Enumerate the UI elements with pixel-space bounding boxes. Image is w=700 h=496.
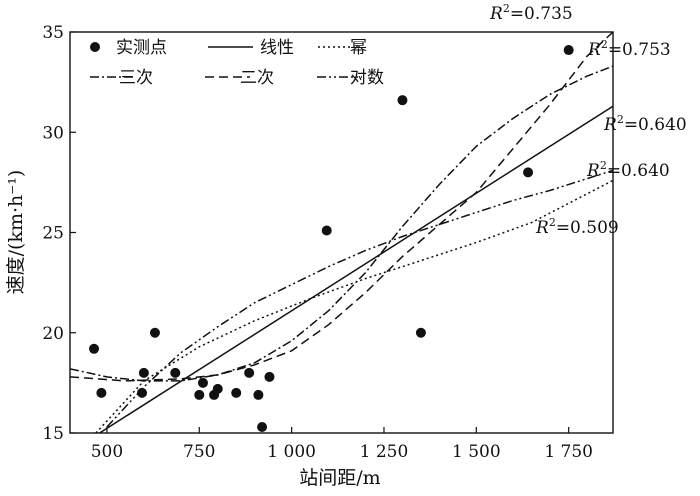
- data-point: [415, 327, 426, 338]
- x-axis-label: 站间距/m: [299, 467, 380, 489]
- y-tick-label: 20: [42, 324, 64, 344]
- fit-line-solid: [99, 105, 613, 433]
- fit-lines: [70, 32, 613, 433]
- fit-line-dashdotdot: [106, 169, 613, 428]
- y-tick-label: 30: [42, 123, 64, 143]
- legend-label-dashed: 二次: [240, 68, 274, 88]
- data-point: [89, 343, 100, 354]
- plot-frame: [69, 31, 614, 434]
- data-point: [321, 225, 332, 236]
- legend-label-dashdot: 三次: [119, 68, 153, 88]
- data-point: [149, 327, 160, 338]
- data-point: [170, 367, 181, 378]
- x-tick-label: 1 000: [267, 442, 316, 462]
- legend-label-dotted: 幂: [350, 38, 367, 58]
- data-point: [257, 421, 268, 432]
- data-point: [138, 367, 149, 378]
- legend: 实测点 线性 幂三次 二次 对数: [90, 38, 384, 88]
- y-tick-label: 35: [42, 23, 64, 43]
- x-tick-label: 1 250: [360, 442, 409, 462]
- legend-label-points: 实测点: [116, 38, 167, 58]
- data-point: [397, 95, 408, 106]
- data-point: [264, 371, 275, 382]
- r2-label-dashdotdot: R2=0.640: [586, 159, 670, 181]
- data-point: [523, 167, 534, 178]
- legend-label-solid: 线性: [260, 38, 294, 58]
- data-point: [96, 387, 107, 398]
- data-point: [231, 387, 242, 398]
- data-point: [137, 387, 148, 398]
- y-axis-label: 速度/(km·h⁻¹): [5, 170, 27, 295]
- legend-label-dashdotdot: 对数: [350, 68, 384, 88]
- fit-line-dotted: [95, 179, 613, 433]
- y-tick-label: 25: [42, 224, 64, 244]
- data-point: [194, 389, 205, 400]
- data-point: [244, 367, 255, 378]
- r2-label-dotted: R2=0.509: [535, 216, 619, 238]
- r2-label-solid: R2=0.640: [603, 113, 687, 135]
- data-point: [212, 383, 223, 394]
- fit-line-dashed: [70, 32, 613, 382]
- data-points: [89, 45, 574, 432]
- x-tick-label: 1 750: [544, 442, 593, 462]
- x-tick-label: 750: [183, 442, 215, 462]
- r2-labels: R2=0.640 R2=0.509 R2=0.735 R2=0.753 R2=0.640: [489, 2, 687, 238]
- fit-line-dashdot: [70, 65, 613, 382]
- data-point: [253, 389, 264, 400]
- x-tick-label: 1 500: [452, 442, 501, 462]
- legend-marker-points: [90, 42, 100, 52]
- x-tick-label: 500: [91, 442, 123, 462]
- data-point: [563, 45, 574, 56]
- data-point: [197, 377, 208, 388]
- r2-label-dashed: R2=0.753: [587, 38, 671, 60]
- r2-label-dashdot: R2=0.735: [489, 2, 573, 24]
- y-tick-label: 15: [42, 424, 64, 444]
- axis-ticks: 500 750 1 000 1 250 1 500 1 750 15 20 25 30 35: [42, 23, 593, 462]
